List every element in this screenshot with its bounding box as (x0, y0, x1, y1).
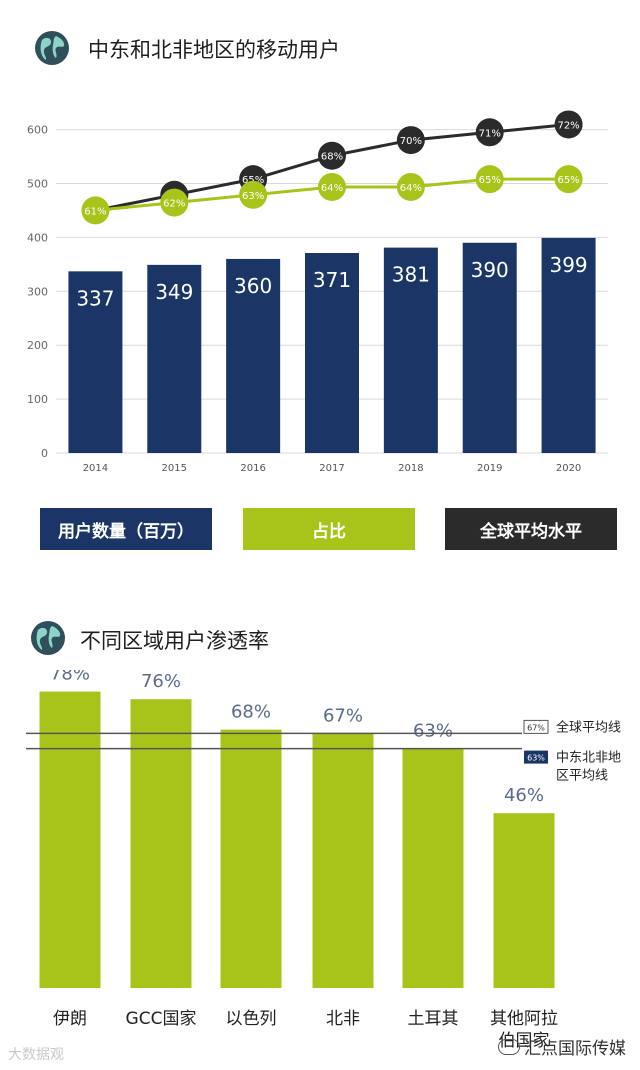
y-tick-label: 600 (27, 124, 48, 137)
chart2-plot: 78%伊朗76%GCC国家68%以色列67%北非63%土耳其46%其他阿拉伯国家… (26, 670, 621, 1051)
footer-source-label: 汇点国际传媒 (524, 1039, 626, 1059)
x-tick-label: 2015 (162, 463, 187, 474)
bar-users (383, 247, 438, 453)
point-global-average (475, 118, 504, 147)
x-tick-label: 2016 (240, 463, 265, 474)
bar-value-label: 76% (141, 671, 181, 692)
point-label-share: 65% (557, 175, 579, 186)
bar-value-label: 381 (392, 263, 430, 287)
point-share (160, 188, 189, 217)
bar-value-label: 67% (323, 705, 363, 726)
legend-item-global: 全球平均水平 (445, 508, 617, 550)
point-label-share: 62% (163, 199, 185, 210)
reference-label: 区平均线 (556, 769, 608, 784)
point-label-share: 65% (479, 175, 501, 186)
legend-item-users: 用户数量（百万） (40, 508, 212, 550)
x-tick-label: 2014 (83, 463, 108, 474)
bar-value-label: 349 (155, 280, 193, 304)
bar-value-label: 360 (234, 274, 272, 298)
bar-penetration (130, 699, 192, 988)
y-tick-label: 500 (27, 177, 48, 190)
reference-badge (524, 750, 548, 764)
category-label: GCC国家 (126, 1009, 197, 1029)
bar-value-label: 68% (231, 702, 271, 723)
y-tick-label: 300 (27, 285, 48, 298)
bar-penetration (493, 813, 555, 988)
point-label-global: 68% (321, 152, 343, 163)
category-label: 伊朗 (53, 1009, 87, 1029)
x-tick-label: 2020 (556, 463, 581, 474)
reference-label: 全球平均线 (556, 719, 621, 735)
bar-value-label: 337 (76, 286, 114, 310)
bar-value-label: 78% (50, 670, 90, 685)
y-tick-label: 400 (27, 231, 48, 244)
point-share (81, 196, 110, 225)
y-tick-label: 200 (27, 339, 48, 352)
point-share (318, 172, 346, 201)
bar-users (68, 271, 123, 453)
bar-value-label: 371 (313, 268, 351, 292)
point-share (396, 172, 425, 201)
bar-value-label: 399 (549, 253, 587, 277)
point-label-global: 71% (479, 128, 501, 139)
legend-label-share: 占比 (312, 521, 346, 542)
point-label-share: 61% (84, 206, 106, 217)
point-global-average (396, 126, 425, 155)
point-label-global: 72% (557, 120, 579, 131)
x-tick-label: 2018 (398, 463, 423, 474)
chart1-title: 中东和北非地区的移动用户 (88, 38, 340, 62)
wechat-icon (498, 1038, 520, 1055)
bar-value-label: 46% (504, 785, 544, 806)
bar-penetration (220, 729, 282, 988)
point-share (554, 165, 583, 194)
footer-watermark-left: 大数据观 (8, 1047, 64, 1063)
point-label-share: 64% (400, 183, 422, 194)
category-label: 以色列 (226, 1009, 277, 1029)
x-tick-label: 2019 (477, 463, 502, 474)
bar-value-label: 390 (471, 258, 509, 282)
point-share (239, 180, 268, 209)
point-global-average (318, 141, 346, 170)
bar-penetration (39, 691, 101, 988)
category-label: 北非 (326, 1009, 360, 1029)
chart2-title: 不同区域用户渗透率 (80, 629, 269, 653)
reference-label: 中东北非地 (556, 751, 621, 766)
point-label-global: 70% (400, 136, 422, 147)
point-label-share: 64% (321, 183, 343, 194)
bar-users (147, 264, 202, 453)
point-label-share: 63% (242, 191, 264, 202)
legend-label-global: 全球平均水平 (480, 521, 582, 542)
point-label-global: 65% (242, 175, 264, 186)
reference-badge (523, 719, 549, 734)
y-tick-label: 100 (27, 393, 48, 406)
point-share (475, 165, 504, 194)
y-tick-label: 0 (41, 447, 48, 460)
chart1-plot: 0 100 200 300 400 500 600 337 349 360 371 381 390 399… (27, 110, 608, 474)
x-tick-label: 2017 (319, 463, 344, 474)
bar-value-label: 63% (413, 721, 453, 742)
legend-label-users: 用户数量（百万） (58, 521, 194, 542)
footer-source: 汇点国际传媒 (498, 1034, 626, 1059)
bar-penetration (402, 748, 464, 988)
bar-users (305, 253, 359, 453)
globe-icon (30, 620, 66, 656)
bar-users (226, 258, 281, 453)
reference-badge-label: 63% (527, 754, 545, 763)
reference-badge-label: 67% (527, 723, 545, 732)
category-label: 其他阿拉 (490, 1009, 558, 1029)
globe-icon (34, 30, 70, 66)
legend-item-share: 占比 (243, 508, 415, 550)
bar-users (462, 242, 517, 453)
bar-users (541, 237, 596, 453)
point-global-average (554, 110, 583, 139)
category-label: 土耳其 (408, 1009, 459, 1029)
bar-penetration (312, 733, 374, 988)
